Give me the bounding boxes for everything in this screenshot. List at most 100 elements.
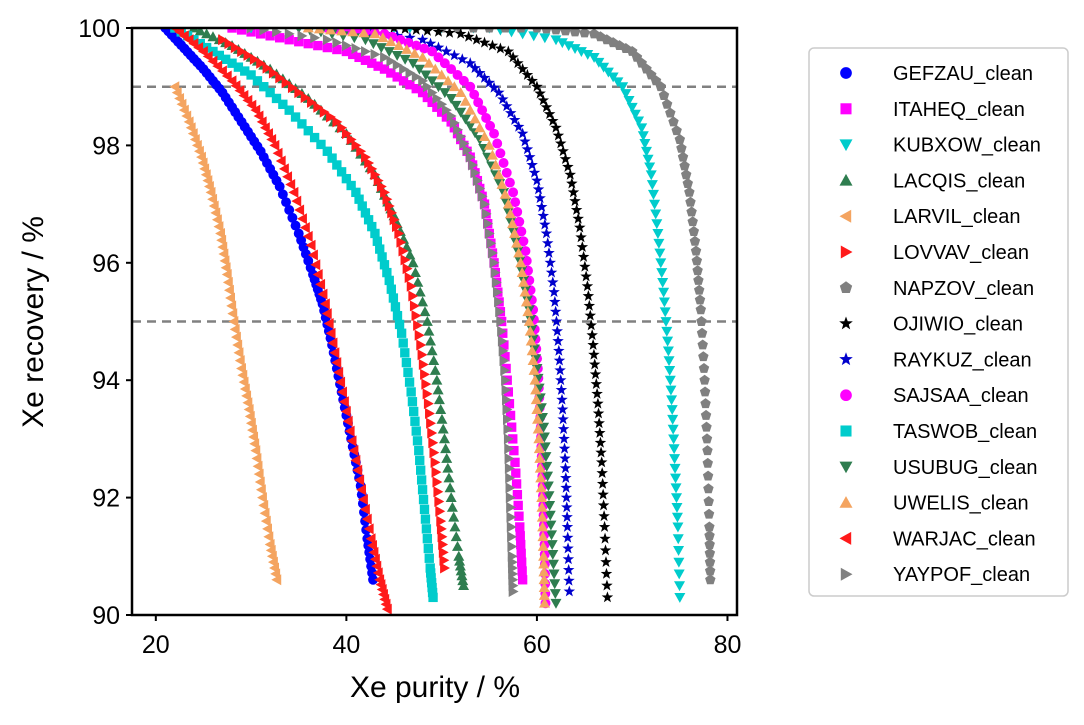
legend-marker bbox=[840, 567, 853, 581]
data-point bbox=[598, 520, 611, 532]
data-point bbox=[297, 30, 308, 42]
data-point bbox=[666, 405, 678, 416]
legend-marker bbox=[839, 352, 853, 366]
data-point bbox=[661, 326, 673, 337]
data-point bbox=[554, 137, 567, 149]
data-point bbox=[346, 134, 357, 146]
data-point bbox=[539, 33, 551, 44]
data-point bbox=[423, 57, 435, 68]
data-point bbox=[505, 472, 516, 484]
data-point bbox=[359, 503, 370, 515]
data-point bbox=[221, 70, 232, 82]
legend-label: SAJSAA_clean bbox=[893, 385, 1029, 407]
data-point bbox=[358, 28, 370, 38]
data-point bbox=[584, 309, 597, 321]
legend-item: LARVIL_clean bbox=[839, 206, 1021, 228]
data-point bbox=[424, 553, 434, 563]
data-point bbox=[322, 146, 332, 156]
data-point bbox=[284, 205, 295, 215]
data-point bbox=[520, 246, 531, 257]
data-point bbox=[342, 415, 353, 427]
data-point bbox=[499, 355, 510, 367]
data-point bbox=[674, 581, 686, 592]
data-point bbox=[431, 374, 443, 385]
data-point bbox=[423, 543, 433, 554]
data-point bbox=[433, 52, 444, 63]
data-point bbox=[559, 462, 572, 474]
data-point bbox=[579, 260, 591, 272]
data-point bbox=[321, 308, 332, 320]
data-point bbox=[227, 308, 238, 320]
data-point bbox=[556, 38, 568, 49]
data-point bbox=[503, 433, 514, 445]
data-point bbox=[243, 49, 254, 61]
data-point bbox=[431, 466, 442, 478]
data-point bbox=[266, 134, 277, 146]
data-point bbox=[394, 227, 405, 239]
series-ojiwio-clean bbox=[390, 28, 614, 603]
data-point bbox=[538, 589, 550, 600]
data-point bbox=[398, 245, 409, 257]
data-point bbox=[405, 67, 416, 79]
data-point bbox=[576, 241, 589, 253]
data-point bbox=[486, 149, 498, 160]
data-point bbox=[441, 452, 453, 463]
data-point bbox=[593, 417, 605, 429]
data-point bbox=[561, 511, 573, 523]
data-point bbox=[662, 336, 674, 347]
data-point bbox=[485, 120, 496, 131]
data-point bbox=[404, 31, 416, 43]
legend-label: USUBUG_clean bbox=[893, 457, 1038, 479]
data-point bbox=[406, 28, 413, 34]
data-point bbox=[393, 40, 405, 51]
data-point bbox=[563, 585, 576, 597]
data-point bbox=[465, 81, 476, 92]
data-point bbox=[428, 355, 440, 366]
data-point bbox=[484, 227, 495, 239]
data-point bbox=[483, 218, 494, 230]
data-point bbox=[442, 104, 452, 116]
data-point bbox=[557, 145, 569, 157]
data-point bbox=[519, 286, 531, 297]
data-point bbox=[672, 522, 684, 533]
data-point bbox=[422, 534, 433, 544]
data-point bbox=[344, 425, 355, 437]
data-point bbox=[504, 462, 515, 474]
data-point bbox=[535, 482, 547, 493]
data-point bbox=[379, 260, 390, 270]
data-point bbox=[285, 179, 296, 191]
data-point bbox=[547, 559, 559, 570]
data-point bbox=[585, 319, 597, 331]
data-point bbox=[256, 116, 267, 128]
data-point bbox=[287, 212, 298, 223]
data-point bbox=[341, 40, 352, 52]
data-point bbox=[534, 462, 546, 473]
data-point bbox=[657, 277, 669, 288]
data-point bbox=[511, 237, 523, 248]
data-point bbox=[436, 523, 447, 535]
data-point bbox=[327, 153, 337, 163]
data-point bbox=[281, 77, 292, 89]
data-point bbox=[341, 128, 352, 140]
data-point bbox=[562, 160, 574, 172]
legend-label: GEFZAU_clean bbox=[893, 63, 1033, 85]
data-point bbox=[319, 106, 330, 118]
data-point bbox=[633, 116, 645, 127]
data-point bbox=[281, 197, 291, 208]
data-point bbox=[246, 70, 256, 80]
data-point bbox=[660, 317, 672, 327]
data-point bbox=[441, 112, 452, 122]
data-point bbox=[312, 269, 323, 281]
data-point bbox=[454, 28, 467, 39]
data-point bbox=[243, 404, 254, 416]
data-point bbox=[676, 142, 687, 153]
data-point bbox=[531, 404, 543, 414]
data-point bbox=[696, 327, 708, 338]
data-point bbox=[513, 500, 523, 511]
data-point bbox=[671, 502, 683, 513]
data-point bbox=[302, 230, 313, 242]
data-point bbox=[530, 394, 542, 405]
y-tick-label: 98 bbox=[92, 132, 120, 160]
x-tick-label: 80 bbox=[714, 631, 742, 659]
data-point bbox=[597, 499, 610, 511]
